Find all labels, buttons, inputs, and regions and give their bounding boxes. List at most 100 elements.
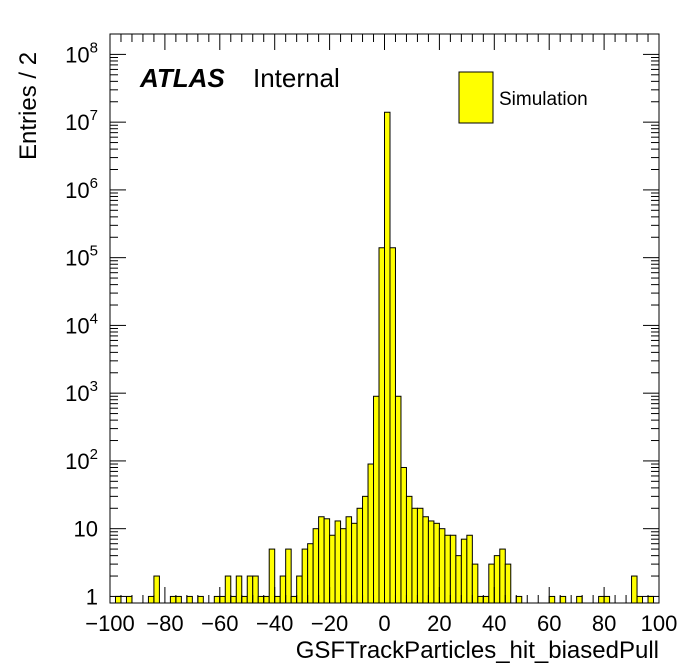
histogram-bar xyxy=(307,543,314,604)
legend: Simulation xyxy=(458,71,588,124)
histogram-bar xyxy=(153,575,160,604)
histogram-bar xyxy=(438,528,446,604)
y-axis-ticks xyxy=(110,33,659,597)
histogram-bar xyxy=(114,595,122,604)
y-tick-label: 107 xyxy=(65,107,98,135)
y-tick-label: 10 xyxy=(74,517,98,542)
histogram-bar xyxy=(334,520,342,604)
histogram-bar xyxy=(647,595,655,604)
x-tick-label: 80 xyxy=(592,611,616,636)
x-tick-label: 100 xyxy=(641,611,678,636)
histogram-bar xyxy=(356,507,364,604)
histogram-bar xyxy=(241,595,248,604)
histogram-bar xyxy=(598,595,605,604)
histogram-bar xyxy=(230,595,237,604)
histogram-bar xyxy=(279,575,287,604)
x-tick-label: −40 xyxy=(256,611,293,636)
x-axis-tick-labels: −100 −80 −60 −40 −20 0 20 40 60 80 100 xyxy=(85,611,677,636)
histogram-bar xyxy=(636,595,644,604)
histogram-bar xyxy=(296,575,303,604)
histogram-bar xyxy=(444,534,451,604)
histogram-bar xyxy=(548,595,556,604)
x-tick-label: −20 xyxy=(311,611,348,636)
histogram-bar xyxy=(367,463,375,604)
histogram-bar xyxy=(224,575,232,604)
y-tick-label: 102 xyxy=(65,446,98,474)
histogram-bar xyxy=(301,548,309,604)
legend-swatch xyxy=(458,71,494,124)
histogram-bar xyxy=(460,538,468,604)
histogram-bar xyxy=(477,595,484,604)
histogram-bar xyxy=(515,595,523,604)
y-axis-label: Entries / 2 xyxy=(15,52,42,160)
y-tick-label: 104 xyxy=(65,310,98,338)
histogram-bar xyxy=(384,111,391,604)
histogram-bar xyxy=(175,595,182,604)
histogram-bar xyxy=(603,595,611,604)
histogram-bar xyxy=(504,563,512,604)
histogram-bar xyxy=(488,563,495,604)
x-tick-label: −60 xyxy=(201,611,238,636)
histogram-bar xyxy=(263,595,270,604)
y-tick-label: 106 xyxy=(65,175,98,203)
histogram-bar xyxy=(186,595,193,604)
histogram-bar xyxy=(219,595,226,604)
histogram-bar xyxy=(433,522,440,604)
histogram-bar xyxy=(373,395,380,604)
histogram-bar xyxy=(246,575,254,604)
atlas-label: ATLAS xyxy=(139,63,225,93)
x-tick-label: 20 xyxy=(427,611,451,636)
histogram-bar xyxy=(290,595,298,604)
histogram-bar xyxy=(257,595,265,604)
histogram-bar xyxy=(169,595,177,604)
histogram-bar xyxy=(466,534,473,604)
histogram-bar xyxy=(449,534,457,604)
histogram-bar xyxy=(252,575,259,604)
histogram-bar xyxy=(499,548,506,604)
y-tick-label: 108 xyxy=(65,39,98,67)
histogram-bars xyxy=(114,111,655,604)
histogram-bar xyxy=(631,575,638,604)
histogram-bar xyxy=(268,548,276,604)
y-tick-label: 1 xyxy=(86,584,98,609)
x-tick-label: 60 xyxy=(537,611,561,636)
histogram-bar xyxy=(482,595,490,604)
histogram-bar xyxy=(455,555,462,604)
x-tick-label: 40 xyxy=(482,611,506,636)
histogram-bar xyxy=(323,518,331,604)
x-axis-label: GSFTrackParticles_hit_biasedPull xyxy=(296,637,659,664)
histogram-bar xyxy=(471,563,479,604)
histogram-bar xyxy=(340,528,347,604)
histogram-bar xyxy=(416,507,424,604)
histogram-bar xyxy=(422,516,429,604)
histogram-bar xyxy=(285,548,292,604)
histogram-bar xyxy=(147,595,155,604)
histogram-bar xyxy=(345,516,353,604)
histogram-bar xyxy=(405,495,413,604)
histogram-bar xyxy=(394,395,402,604)
histogram-bar xyxy=(235,575,243,604)
x-axis-ticks xyxy=(109,34,660,603)
y-tick-label: 105 xyxy=(65,243,98,271)
histogram-bar xyxy=(559,595,567,604)
histogram-bar xyxy=(493,555,501,604)
histogram-bar xyxy=(351,522,358,604)
histogram-bar xyxy=(378,247,386,604)
histogram-bar xyxy=(329,534,336,604)
histogram-bar xyxy=(274,595,281,604)
internal-label: Internal xyxy=(253,63,340,93)
histogram-bar xyxy=(197,595,204,604)
histogram-bar xyxy=(576,595,583,604)
histogram-bar xyxy=(427,520,435,604)
histogram-bar xyxy=(312,528,320,604)
legend-label-simulation: Simulation xyxy=(499,89,588,110)
histogram-bar xyxy=(213,595,221,604)
histogram-bar xyxy=(389,247,396,604)
x-tick-label: 0 xyxy=(378,611,390,636)
histogram-bar xyxy=(362,495,369,604)
x-tick-label: −100 xyxy=(85,611,135,636)
x-tick-label: −80 xyxy=(146,611,183,636)
histogram-bar xyxy=(411,507,418,604)
histogram-bar xyxy=(400,466,407,604)
